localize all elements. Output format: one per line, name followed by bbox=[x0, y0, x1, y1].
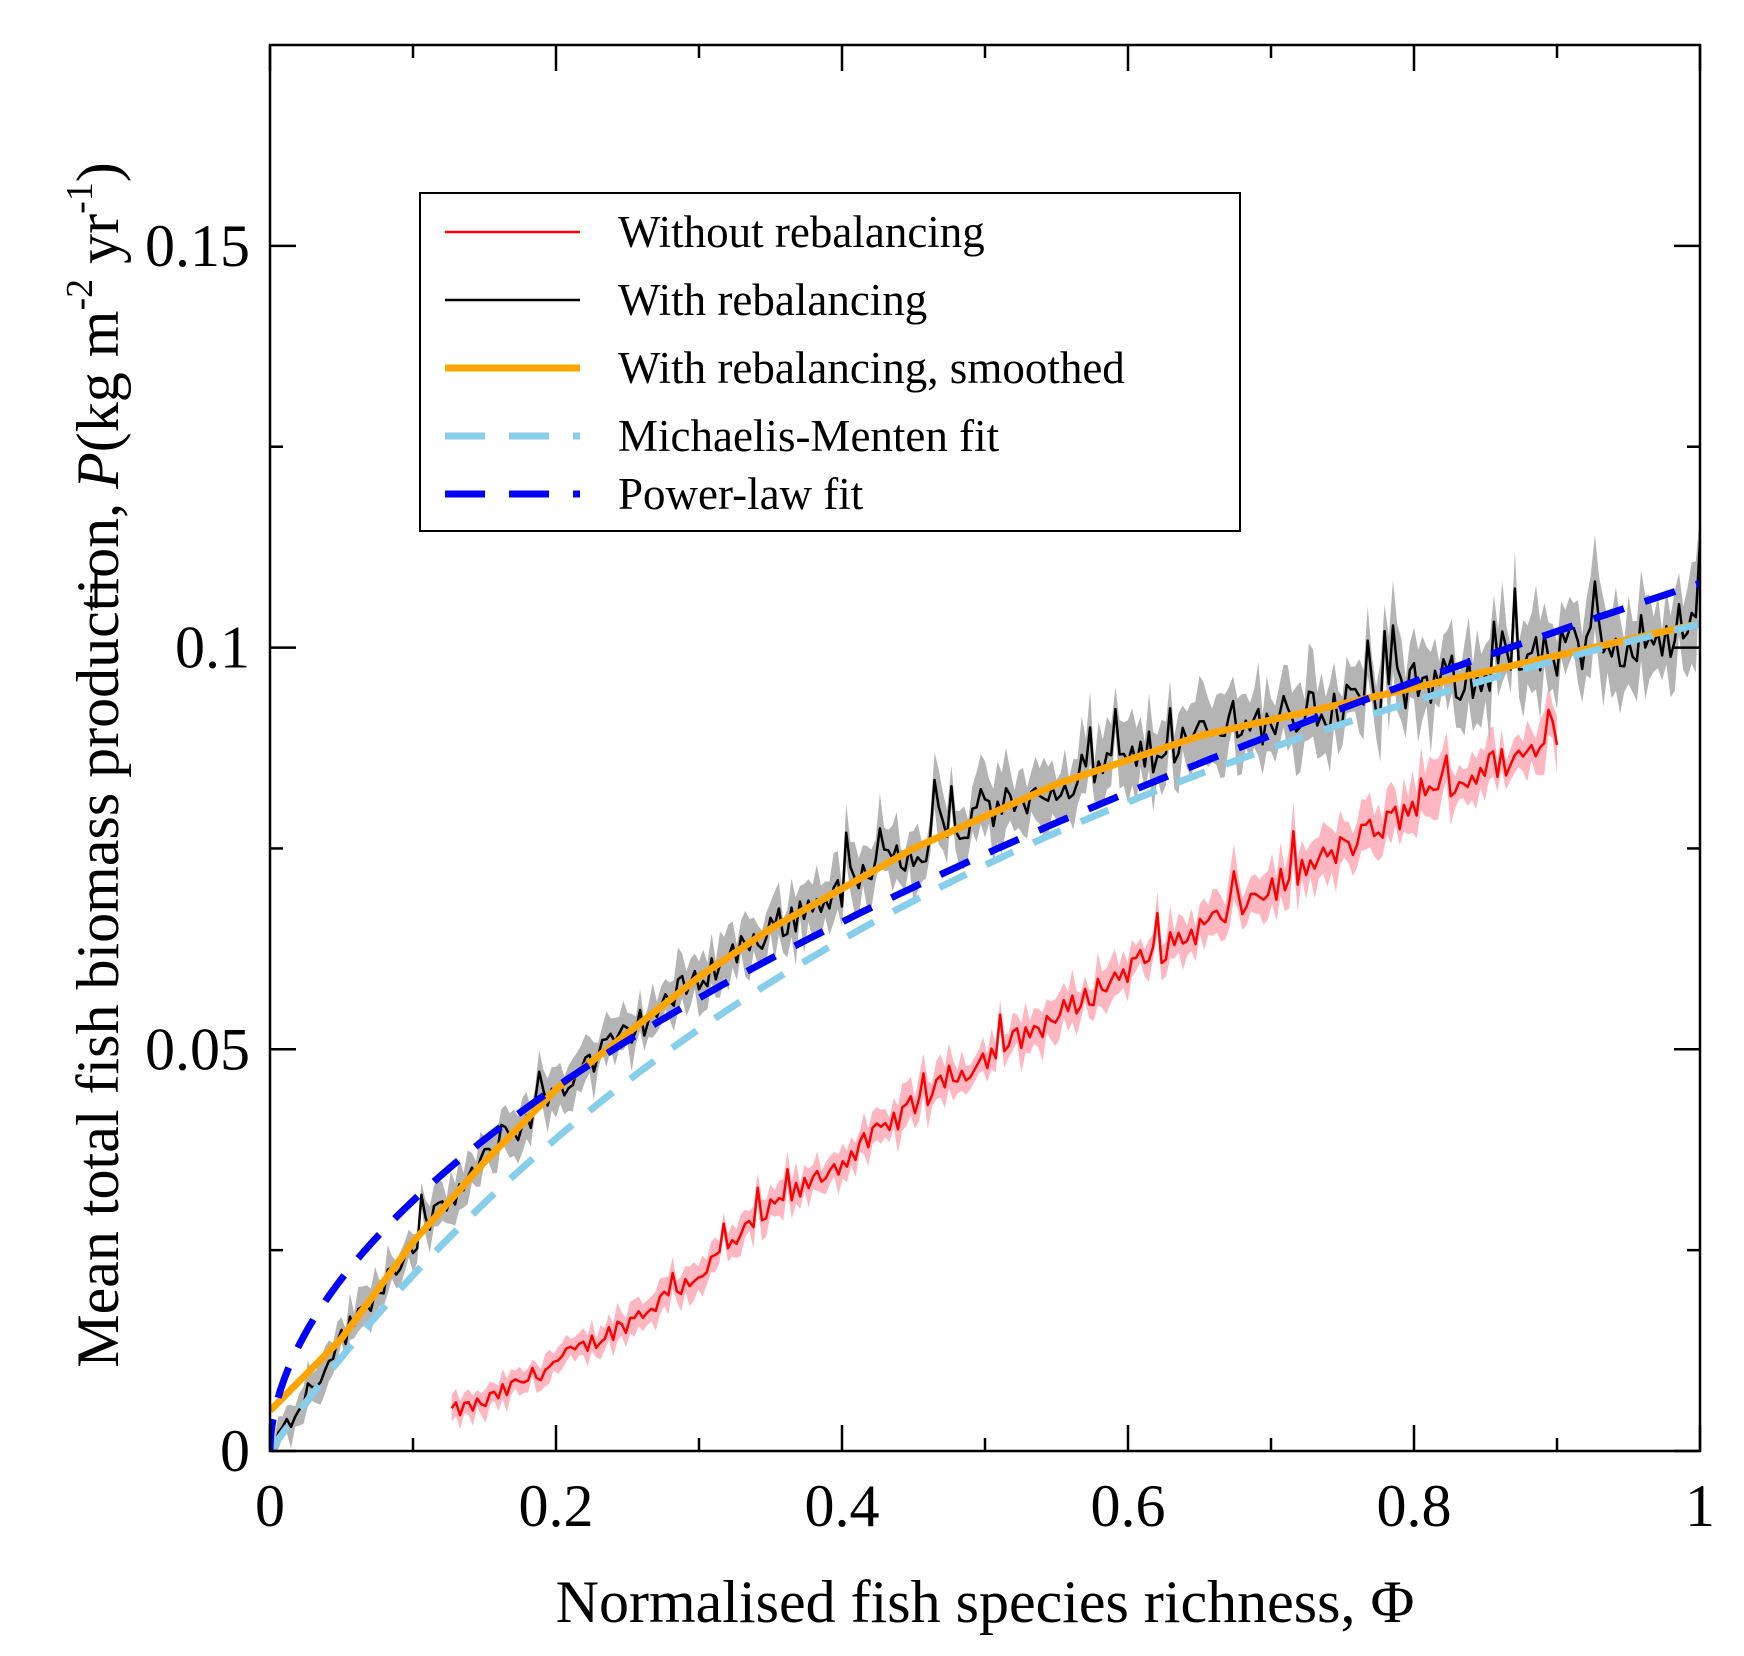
x-tick-label: 0 bbox=[255, 1473, 285, 1539]
y-axis-title: Mean total fish biomass production, P(kg … bbox=[59, 162, 131, 1367]
y-tick-label: 0.15 bbox=[145, 213, 250, 279]
x-tick-label: 0.4 bbox=[805, 1473, 880, 1539]
series-with-rebalancing-smoothed bbox=[270, 620, 1700, 1414]
y-axis-title-exponent-2: -1 bbox=[59, 182, 101, 214]
y-axis-title-units-mid: yr bbox=[65, 214, 131, 279]
y-axis-title-exponent-1: -2 bbox=[59, 279, 101, 311]
series-without-rebalancing bbox=[450, 708, 1559, 1417]
legend-label-2: With rebalancing, smoothed bbox=[618, 343, 1125, 393]
x-tick-label: 1 bbox=[1685, 1473, 1715, 1539]
y-axis-title-symbol: P bbox=[65, 452, 131, 490]
x-axis-title: Normalised fish species richness, Φ bbox=[556, 1569, 1415, 1635]
legend-label-3: Michaelis-Menten fit bbox=[618, 411, 1000, 461]
axis-ticks: 0 0.2 0.4 0.6 0.8 1 0 0.05 0.1 0.15 bbox=[145, 45, 1715, 1539]
data-layer bbox=[270, 513, 1700, 1451]
legend-label-0: Without rebalancing bbox=[618, 207, 985, 257]
y-tick-label: 0.05 bbox=[145, 1016, 250, 1082]
x-tick-label: 0.8 bbox=[1377, 1473, 1452, 1539]
legend-box bbox=[419, 192, 1241, 532]
legend: Without rebalancing With rebalancing With … bbox=[419, 192, 1241, 532]
y-axis-title-main: Mean total fish biomass production, bbox=[65, 503, 131, 1368]
y-axis-title-units-close: ) bbox=[65, 162, 131, 182]
x-tick-label: 0.6 bbox=[1091, 1473, 1166, 1539]
y-axis-title-units-open: (kg m bbox=[65, 311, 131, 453]
legend-label-1: With rebalancing bbox=[618, 275, 927, 325]
legend-label-4: Power-law fit bbox=[618, 469, 864, 519]
x-tick-label: 0.2 bbox=[519, 1473, 594, 1539]
series-power-law-fit bbox=[270, 579, 1700, 1451]
y-tick-label: 0.1 bbox=[175, 615, 250, 681]
y-tick-label: 0 bbox=[220, 1418, 250, 1484]
